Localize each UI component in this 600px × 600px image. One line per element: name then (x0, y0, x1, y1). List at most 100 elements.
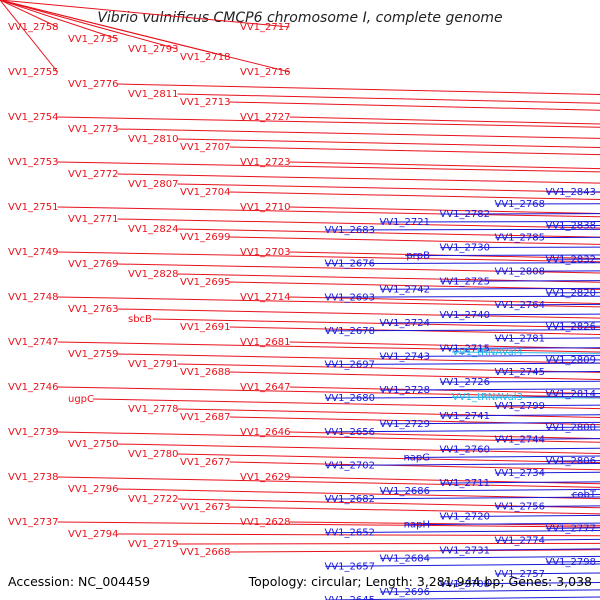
leader-line (117, 263, 600, 274)
leader-line (57, 296, 600, 308)
leader-line (229, 281, 600, 290)
forward-gene-label: VV1_2673 (180, 502, 231, 513)
reverse-gene-label: VV1_2725 (440, 276, 491, 287)
forward-gene-label: VV1_2751 (8, 202, 59, 213)
reverse-gene-label: VV1_2768 (495, 199, 546, 210)
reverse-gene-label: VV1_2731 (440, 545, 491, 556)
leader-line (117, 128, 600, 139)
leader-line (229, 461, 600, 471)
forward-gene-label: VV1_2628 (240, 517, 291, 528)
forward-gene-label: VV1_2758 (8, 22, 59, 33)
forward-gene-label: VV1_2719 (128, 539, 179, 550)
reverse-gene-label: VV1_2678 (325, 326, 376, 337)
reverse-gene-label: VV1_2728 (380, 385, 431, 396)
forward-gene-label: VV1_2771 (68, 214, 119, 225)
leader-line (177, 363, 600, 373)
forward-gene-label: ugpC (68, 394, 94, 405)
reverse-gene-label: VV1_2777 (546, 523, 597, 534)
reverse-gene-label: VV1_2808 (495, 266, 546, 277)
forward-gene-label: VV1_2647 (240, 382, 291, 393)
reverse-gene-label: VV1_2729 (380, 419, 431, 430)
forward-gene-label: sbcB (128, 314, 152, 325)
reverse-gene-label: VV1_2814 (546, 389, 597, 400)
forward-gene-label: VV1_2629 (240, 472, 291, 483)
forward-gene-label: VV1_2722 (128, 494, 179, 505)
forward-gene-label: VV1_2810 (128, 134, 179, 145)
leader-line (325, 496, 600, 500)
leader-line (229, 236, 600, 245)
reverse-gene-label: VV1_2657 (325, 561, 376, 572)
leader-line (325, 362, 600, 366)
forward-gene-label: VV1_2646 (240, 427, 291, 438)
reverse-gene-label: VV1_2774 (495, 535, 546, 546)
leader-line (57, 521, 600, 528)
reverse-gene-label: VV1_2684 (380, 553, 431, 564)
gene-labels: VV1_2758 VV1_2755 VV1_2754 VV1_2753 VV1_2751… (8, 22, 597, 600)
forward-gene-label: VV1_2747 (8, 337, 59, 348)
leader-line (289, 296, 600, 304)
leader-line (229, 146, 600, 156)
leader-line (57, 386, 600, 398)
forward-gene-label: VV1_2793 (128, 44, 179, 55)
leader-line (117, 218, 600, 229)
forward-gene-label: VV1_2699 (180, 232, 231, 243)
reverse-gene-label: VV1_2715 (440, 344, 491, 355)
reverse-gene-label: VV1_2809 (546, 355, 597, 366)
forward-gene-label: VV1_2759 (68, 349, 119, 360)
forward-gene-label: VV1_2723 (240, 157, 291, 168)
forward-gene-label: VV1_2691 (180, 322, 231, 333)
forward-gene-label: VV1_2811 (128, 89, 179, 100)
forward-gene-label: VV1_2737 (8, 517, 59, 528)
forward-gene-label: VV1_2753 (8, 157, 59, 168)
leader-line (0, 0, 290, 73)
leader-line (57, 476, 600, 488)
reverse-gene-label: VV1_2832 (546, 254, 597, 265)
leader-line (0, 0, 58, 73)
forward-gene-label: VV1_2776 (68, 79, 119, 90)
reverse-gene-label: VV1_2683 (325, 225, 376, 236)
reverse-gene-label: VV1_2760 (440, 444, 491, 455)
reverse-gene-label: VV1_2686 (380, 486, 431, 497)
leader-line (289, 476, 600, 485)
reverse-gene-label: VV1_2800 (546, 422, 597, 433)
leader-line (229, 191, 600, 200)
leader-line (0, 0, 178, 50)
leader-line (289, 386, 600, 395)
forward-gene-label: VV1_2791 (128, 359, 179, 370)
leader-line (325, 463, 600, 466)
leader-line (229, 101, 600, 111)
reverse-gene-label: VV1_2711 (440, 478, 491, 489)
leader-line (117, 353, 600, 364)
leader-line (117, 173, 600, 184)
reverse-gene-label: VV1_2785 (495, 233, 546, 244)
leader-line (289, 431, 600, 440)
leader-line (57, 161, 600, 173)
forward-gene-label: VV1_2794 (68, 529, 119, 540)
forward-gene-label: VV1_2763 (68, 304, 119, 315)
forward-gene-label: VV1_2738 (8, 472, 59, 483)
reverse-gene-label: VV1_2693 (325, 292, 376, 303)
reverse-gene-label: VV1_2798 (546, 557, 597, 568)
reverse-gene-label: VV1_2756 (495, 502, 546, 513)
forward-gene-label: VV1_2677 (180, 457, 231, 468)
forward-gene-label: VV1_2754 (8, 112, 59, 123)
leader-line (229, 326, 600, 335)
forward-gene-label: VV1_2713 (180, 97, 231, 108)
leader-line (229, 549, 600, 553)
leader-line (289, 161, 600, 170)
reverse-gene-label: VV1_2730 (440, 243, 491, 254)
forward-gene-label: VV1_2704 (180, 187, 231, 198)
leader-line (177, 273, 600, 283)
reverse-gene-label: VV1_2724 (380, 318, 431, 329)
reverse-gene-label: VV1_2708 (440, 579, 491, 590)
forward-gene-label: VV1_2718 (180, 52, 231, 63)
forward-gene-label: VV1_2772 (68, 169, 119, 180)
leader-line (177, 93, 600, 104)
reverse-gene-label: VV1_2720 (440, 512, 491, 523)
reverse-gene-label: VV1_2743 (380, 352, 431, 363)
accession-text: Accession: NC_004459 (8, 574, 150, 589)
leader-line (57, 251, 600, 263)
forward-gene-label: VV1_2695 (180, 277, 231, 288)
reverse-gene-label: VV1_2680 (325, 393, 376, 404)
